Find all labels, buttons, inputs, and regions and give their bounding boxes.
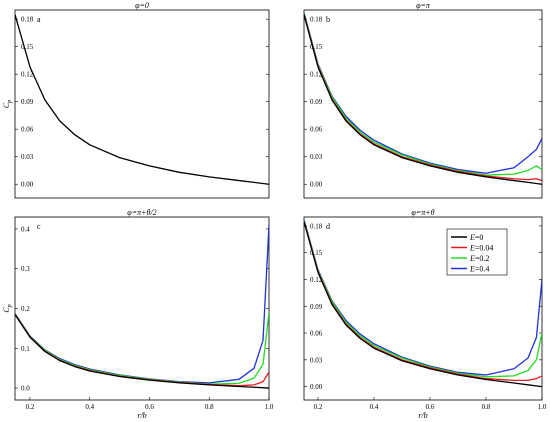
legend-label: E=0.2 [469, 254, 489, 263]
panel-label: a [37, 15, 41, 24]
series-line-E-0-04 [15, 314, 269, 387]
y-tick-label: 0.09 [310, 303, 323, 311]
y-tick-label: 0.18 [21, 16, 34, 24]
x-axis-label: r/b [418, 411, 427, 420]
y-tick-label: 0.1 [21, 345, 30, 353]
x-tick-label: 0.6 [145, 403, 154, 411]
legend-label-value: =0.2 [475, 254, 490, 263]
y-tick-label: 0.15 [310, 43, 323, 51]
series-line-E-0-04 [304, 14, 542, 182]
panel-a: φ=0 a 0.00 0.03 0.06 0.09 0.12 0.15 0.18 Cp [2, 1, 270, 199]
y-tick-label: 0.00 [21, 181, 34, 189]
y-tick-label: 0.03 [310, 356, 323, 364]
panel-title: φ=π+θ/2 [127, 208, 156, 217]
series-line-E-0 [304, 221, 542, 388]
plot-frame [303, 216, 543, 401]
panel-label: d [326, 222, 330, 231]
y-tick-label: 0.06 [21, 126, 34, 134]
y-axis-label-main: C [2, 307, 11, 313]
y-tick-label: 0.18 [310, 222, 323, 230]
legend-label-value: =0 [475, 233, 484, 242]
x-axis-label: r/b [137, 411, 146, 420]
x-tick-label: 0.2 [26, 403, 35, 411]
panel-title: φ=π [416, 1, 431, 10]
y-tick-label: 0.15 [21, 43, 34, 51]
legend-label-var: E [469, 265, 475, 274]
y-axis-label-sub: p [7, 304, 13, 308]
y-tick-label: 0.3 [21, 265, 30, 273]
legend-label-var: E [469, 254, 475, 263]
legend-label: E=0.4 [469, 265, 489, 274]
x-tick-label: 0.6 [426, 403, 435, 411]
series-line-E-0 [15, 314, 269, 389]
y-axis-label: Cp [2, 304, 13, 312]
series-line-E-0 [15, 14, 269, 185]
y-tick-label: 0.09 [310, 98, 323, 106]
y-tick-label: 0.06 [310, 330, 323, 338]
legend-label: E=0.04 [469, 244, 493, 253]
y-axis-label-sub: p [7, 100, 13, 104]
y-tick-label: 0.06 [310, 126, 323, 134]
plot-frame [14, 216, 270, 401]
legend-label-var: E [469, 233, 475, 242]
y-tick-label: 0.03 [310, 153, 323, 161]
series-line-E-0-2 [15, 312, 269, 385]
x-tick-label: 0.4 [85, 403, 94, 411]
panel-d: φ=π+θ d 0.00 0.03 0.06 0.09 0.12 0.15 0.18 0.2 0.4… [303, 208, 547, 420]
y-tick-label: 0.2 [21, 305, 30, 313]
y-tick-label: 0.00 [310, 383, 323, 391]
x-tick-label: 0.8 [205, 403, 214, 411]
panel-label: b [326, 15, 330, 24]
legend-label-value: =0.4 [475, 265, 490, 274]
panel-b: φ=π b 0.00 0.03 0.06 0.09 0.12 0.15 0.18 [303, 1, 543, 199]
y-tick-label: 0.12 [21, 71, 34, 79]
plot-frame [14, 9, 270, 199]
panel-c: φ=π+θ/2 c 0.0 0.1 0.2 0.3 0.4 0.2 0.4 0.6 0.8 1.0 Cp… [2, 208, 274, 420]
y-tick-label: 0.00 [310, 181, 323, 189]
y-tick-label: 0.0 [21, 385, 30, 393]
panel-label: c [37, 222, 41, 231]
x-tick-label: 1.0 [265, 403, 274, 411]
legend-label: E=0 [469, 233, 483, 242]
series-line-E-0-2 [304, 220, 542, 378]
x-tick-label: 1.0 [538, 403, 547, 411]
x-tick-label: 0.8 [482, 403, 491, 411]
x-tick-label: 0.4 [370, 403, 379, 411]
series-line-E-0-4 [15, 224, 269, 384]
plot-frame [303, 9, 543, 199]
series-line-E-0 [304, 14, 542, 185]
y-tick-label: 0.12 [310, 276, 323, 284]
series-line-E-0-4 [304, 12, 542, 174]
legend-label-var: E [469, 244, 475, 253]
series-line-E-0-2 [304, 13, 542, 176]
y-tick-label: 0.18 [310, 16, 323, 24]
x-tick-label: 0.2 [314, 403, 323, 411]
legend: E=0E=0.04E=0.2E=0.4 [446, 228, 508, 276]
y-axis-label-main: C [2, 102, 11, 108]
y-tick-label: 0.03 [21, 153, 34, 161]
panel-title: φ=π+θ [411, 208, 434, 217]
y-tick-label: 0.12 [310, 71, 323, 79]
panel-title: φ=0 [135, 1, 149, 10]
legend-label-value: =0.04 [475, 244, 494, 253]
y-tick-label: 0.15 [310, 249, 323, 257]
y-tick-label: 0.09 [21, 98, 34, 106]
y-axis-label: Cp [2, 100, 13, 108]
y-tick-label: 0.4 [21, 225, 30, 233]
